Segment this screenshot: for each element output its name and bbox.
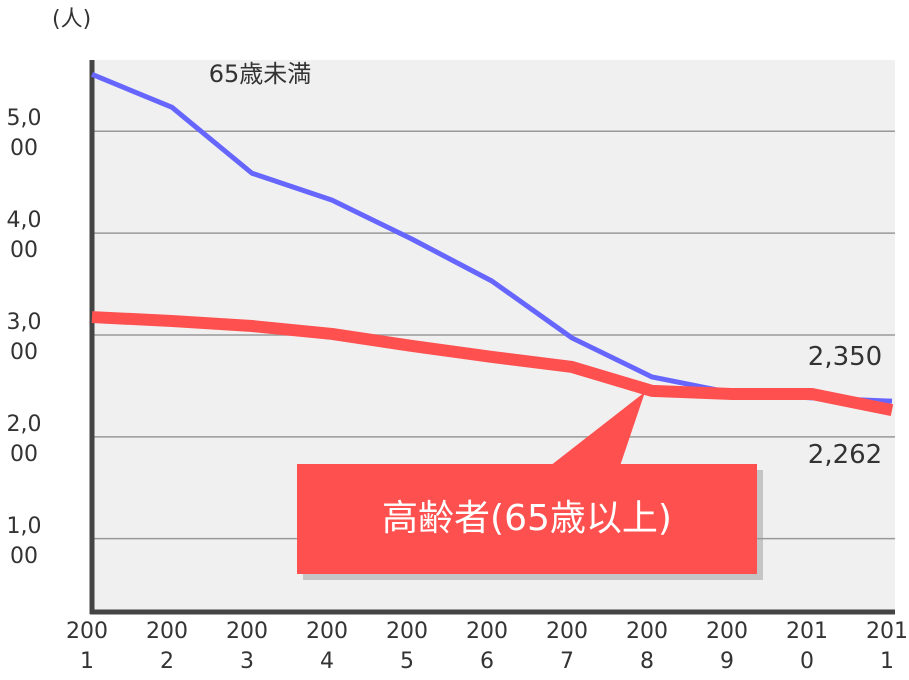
y-tick-label: 2,000 bbox=[6, 411, 42, 467]
series-line bbox=[91, 311, 894, 417]
series-name: 65歳未満 bbox=[208, 60, 312, 88]
y-tick-label: 5,000 bbox=[6, 106, 42, 162]
series-name: 高齢者(65歳以上) bbox=[382, 498, 672, 539]
value-label: 2,262 bbox=[807, 440, 883, 470]
y-tick-label: 3,000 bbox=[6, 309, 42, 365]
callout-pointer bbox=[550, 392, 645, 466]
value-label: 2,350 bbox=[807, 342, 883, 372]
callout-box bbox=[297, 464, 757, 574]
x-tick-label: 2004 bbox=[306, 619, 348, 674]
x-tick-label: 2006 bbox=[466, 619, 508, 674]
x-tick-label: 2001 bbox=[66, 619, 108, 674]
x-tick-label: 2009 bbox=[706, 619, 748, 674]
x-tick-label: 2007 bbox=[546, 619, 588, 674]
x-tick-label: 2003 bbox=[226, 619, 268, 674]
y-tick-label: 1,000 bbox=[6, 513, 42, 569]
y-tick-label: 4,000 bbox=[6, 208, 42, 264]
y-axis-label: (人) bbox=[52, 7, 92, 32]
x-tick-label: 2002 bbox=[146, 619, 188, 674]
x-tick-label: 2005 bbox=[386, 619, 428, 674]
x-tick-label: 2011 bbox=[866, 619, 908, 674]
x-tick-label: 2008 bbox=[626, 619, 668, 674]
x-tick-label: 2010 bbox=[786, 619, 828, 674]
